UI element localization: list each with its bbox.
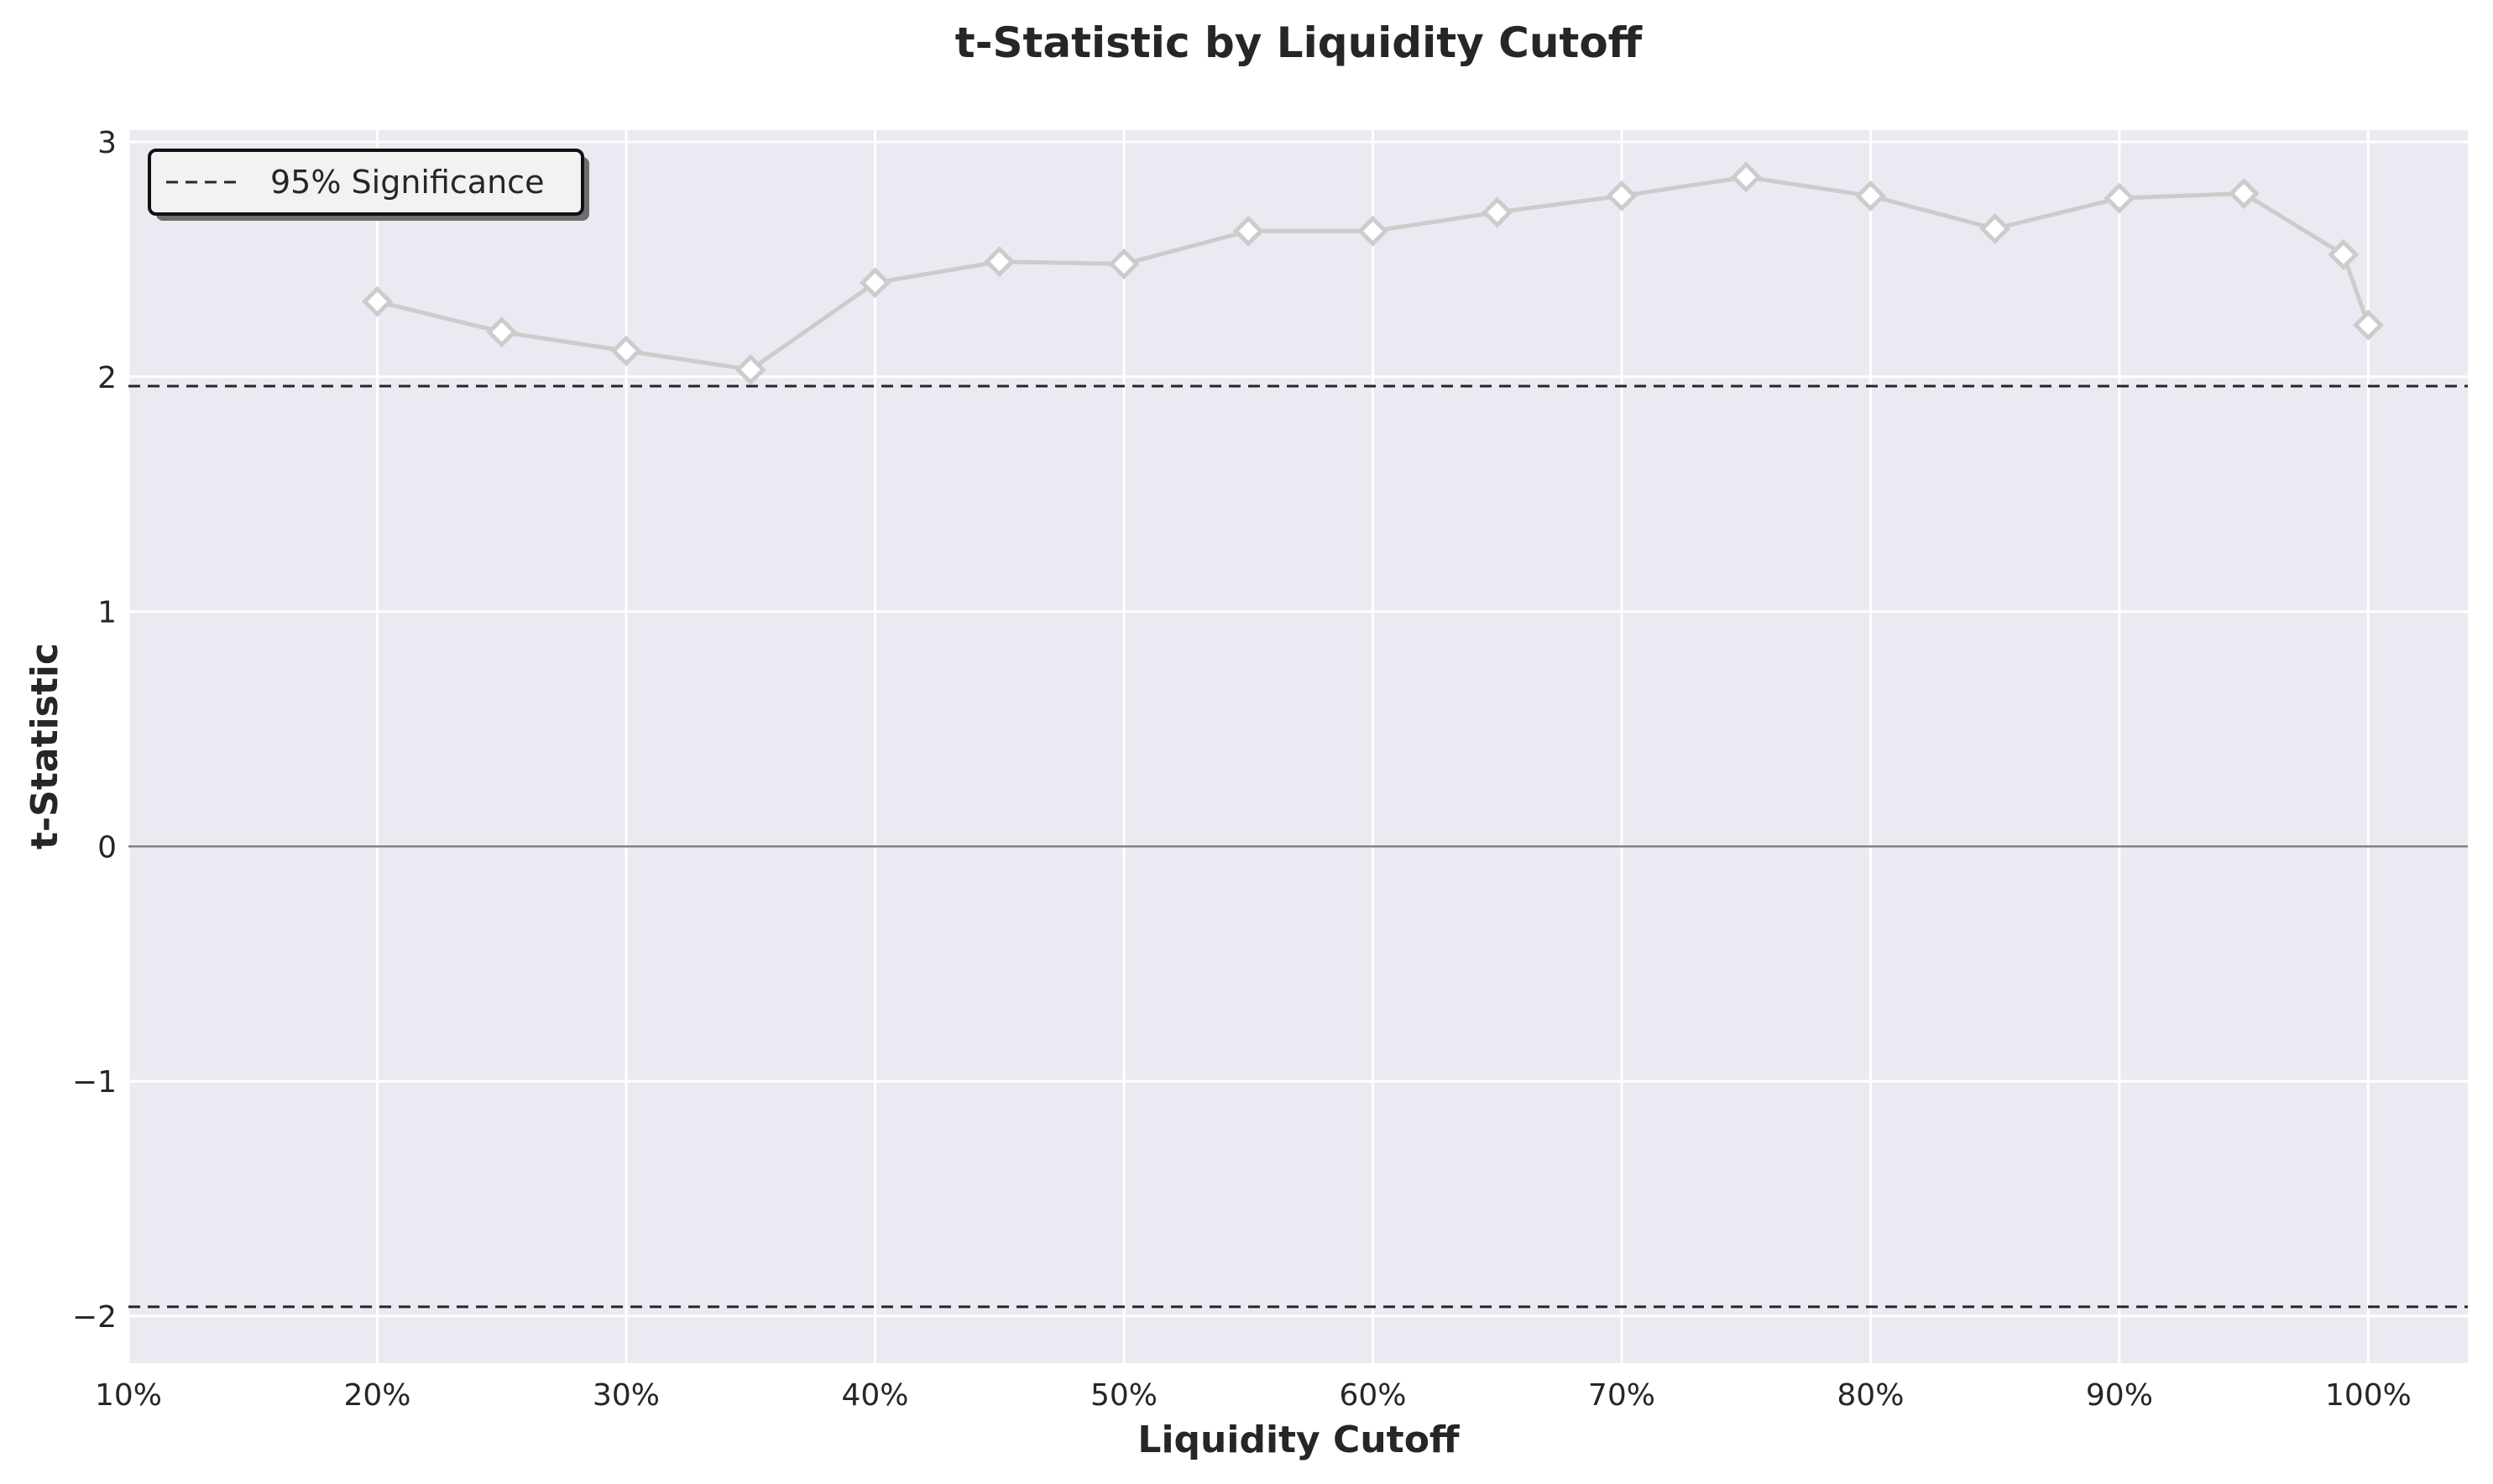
x-tick-label: 70%: [1588, 1378, 1655, 1413]
data-point: [859, 267, 891, 299]
x-tick-label: 40%: [841, 1378, 908, 1413]
y-tick-label: 2: [97, 361, 117, 395]
y-axis-label: t-Statistic: [24, 643, 66, 849]
data-point: [2228, 178, 2260, 210]
y-tick-label: 0: [97, 830, 117, 865]
y-tick-label: 3: [97, 126, 117, 160]
data-point: [1606, 180, 1638, 212]
y-tick-label: 1: [97, 596, 117, 630]
x-tick-label: 80%: [1837, 1378, 1904, 1413]
x-tick-label: 100%: [2325, 1378, 2412, 1413]
data-point: [486, 316, 518, 348]
chart-title: t-Statistic by Liquidity Cutoff: [955, 18, 1643, 67]
data-point: [1730, 161, 1762, 193]
x-tick-label: 60%: [1339, 1378, 1406, 1413]
data-point: [1232, 215, 1264, 247]
plot-area: [128, 130, 2468, 1363]
x-axis-label: Liquidity Cutoff: [1137, 1419, 1461, 1461]
x-tick-label: 50%: [1090, 1378, 1158, 1413]
data-point: [734, 353, 766, 385]
series-line: [376, 175, 2370, 372]
data-point: [2104, 182, 2135, 214]
data-point: [2352, 309, 2384, 341]
x-tick-label: 90%: [2086, 1378, 2153, 1413]
data-point: [1854, 180, 1886, 212]
legend: 95% Significance: [148, 149, 589, 221]
series: [361, 161, 2384, 385]
legend-label: 95% Significance: [270, 164, 544, 201]
data-point: [1482, 196, 1513, 228]
data-point: [2328, 238, 2360, 270]
data-point: [1356, 215, 1388, 247]
y-ticks: −2 −1 0 1 2 3: [72, 126, 117, 1335]
y-tick-label: −2: [72, 1300, 117, 1335]
data-point: [984, 246, 1016, 278]
data-point: [1108, 248, 1140, 280]
x-tick-label: 30%: [593, 1378, 660, 1413]
x-tick-label: 20%: [343, 1378, 410, 1413]
data-point: [1979, 212, 2011, 245]
data-point: [361, 285, 394, 317]
y-tick-label: −1: [72, 1065, 117, 1100]
x-tick-label: 10%: [95, 1378, 162, 1413]
reference-lines: [128, 384, 2468, 1309]
x-ticks: 10% 20% 30% 40% 50% 60% 70% 80% 90% 100%: [95, 1378, 2412, 1413]
legend-box: [148, 149, 584, 216]
data-point: [610, 335, 642, 367]
